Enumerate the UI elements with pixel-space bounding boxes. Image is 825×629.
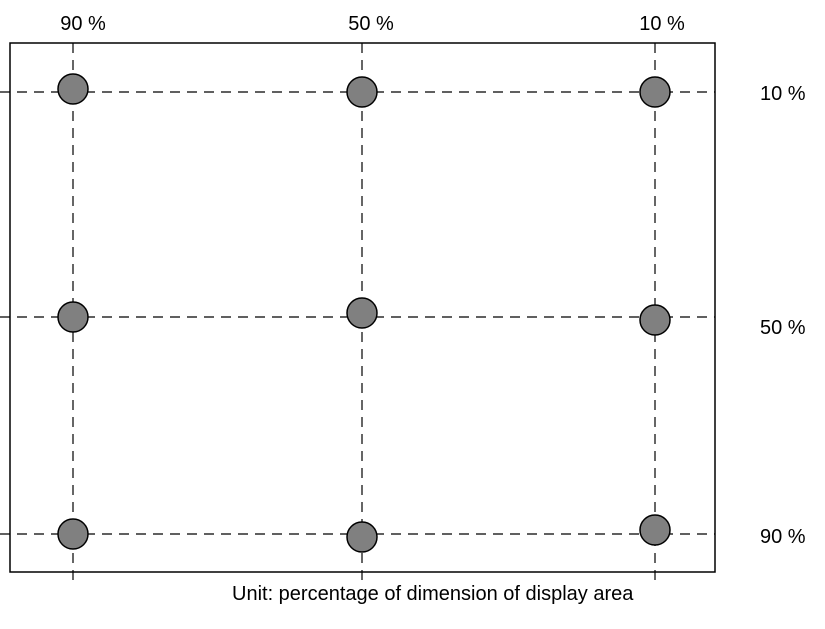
- measurement-point-r2-c3: [639, 304, 671, 336]
- measurement-point-r3-c1: [57, 518, 89, 550]
- measurement-point-r3-c2: [346, 521, 378, 553]
- measurement-point-r2-c2: [346, 297, 378, 329]
- measurement-point-r1-c1: [57, 73, 89, 105]
- column-label-90: 90 %: [60, 13, 106, 35]
- row-label-10: 10 %: [760, 83, 806, 105]
- measurement-point-r1-c2: [346, 76, 378, 108]
- measurement-point-r2-c1: [57, 301, 89, 333]
- column-label-10: 10 %: [639, 13, 685, 35]
- measurement-point-r3-c3: [639, 514, 671, 546]
- row-label-90: 90 %: [760, 526, 806, 548]
- unit-caption: Unit: percentage of dimension of display…: [232, 583, 634, 605]
- column-label-50: 50 %: [348, 13, 394, 35]
- measurement-point-r1-c3: [639, 76, 671, 108]
- row-label-50: 50 %: [760, 317, 806, 339]
